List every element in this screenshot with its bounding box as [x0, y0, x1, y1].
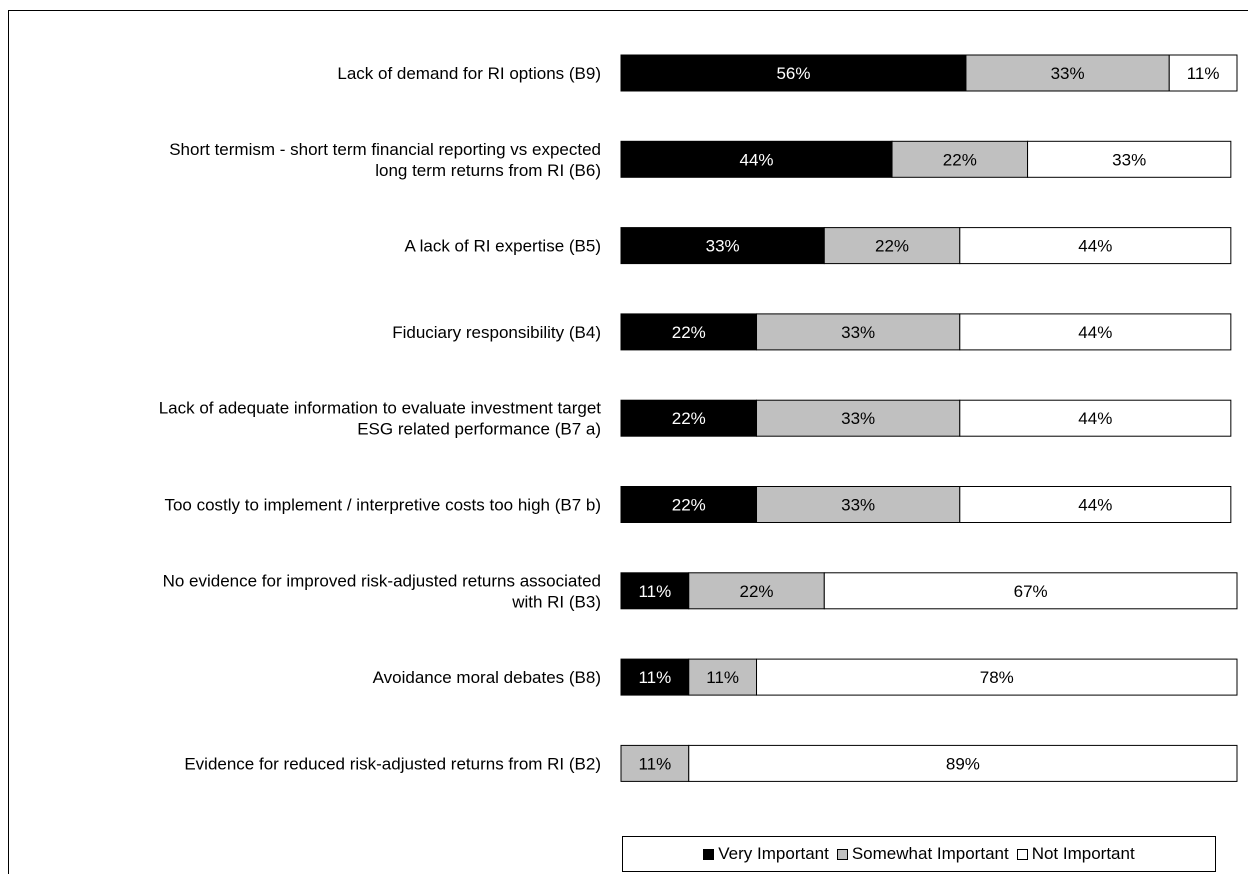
category-label: Fiduciary responsibility (B4) — [392, 323, 601, 342]
data-label-very-important: 11% — [638, 668, 671, 687]
bar-segment-not-important — [959, 486, 1232, 523]
data-label-very-important: 22% — [672, 496, 706, 515]
legend-swatch-not-important — [1016, 848, 1028, 860]
legend-item-somewhat-important: Somewhat Important — [836, 844, 1009, 864]
data-label-somewhat-important: 22% — [740, 582, 774, 601]
data-label-somewhat-important: 33% — [841, 323, 875, 342]
data-label-very-important: 11% — [638, 582, 671, 601]
bar-segment-somewhat-important — [688, 658, 758, 696]
data-label-somewhat-important: 11% — [706, 668, 739, 687]
data-label-very-important: 44% — [740, 150, 774, 169]
legend-swatch-very-important — [703, 848, 715, 860]
bar-segment-not-important — [1027, 140, 1232, 178]
bar-segment-not-important — [823, 572, 1238, 610]
data-label-not-important: 89% — [946, 754, 980, 773]
bar-segment-somewhat-important — [965, 54, 1170, 92]
bar-segment-somewhat-important — [823, 227, 961, 265]
bar-segment-not-important — [959, 399, 1232, 437]
category-label: Short termism - short term financial rep… — [169, 140, 601, 180]
data-label-very-important: 22% — [672, 409, 706, 428]
bar-segment-not-important — [1168, 54, 1238, 92]
bar-segment-not-important — [688, 744, 1238, 782]
category-label: No evidence for improved risk-adjusted r… — [163, 571, 601, 611]
bar-segment-very-important — [620, 227, 825, 265]
legend-item-very-important: Very Important — [703, 844, 829, 864]
data-label-not-important: 33% — [1112, 150, 1146, 169]
category-label: Too costly to implement / interpretive c… — [164, 496, 601, 515]
data-label-very-important: 33% — [706, 237, 740, 256]
bar-segment-somewhat-important — [756, 399, 961, 437]
category-label: A lack of RI expertise (B5) — [404, 237, 601, 256]
data-label-very-important: 22% — [672, 323, 706, 342]
bar-segment-not-important — [756, 658, 1238, 696]
data-label-very-important: 56% — [776, 64, 810, 83]
category-label: Avoidance moral debates (B8) — [373, 668, 601, 687]
bar-segment-somewhat-important — [756, 486, 961, 523]
bar-segment-very-important — [620, 658, 690, 696]
bar-segment-very-important — [620, 486, 758, 523]
data-label-somewhat-important: 11% — [638, 754, 671, 773]
data-label-not-important: 44% — [1078, 496, 1112, 515]
data-label-somewhat-important: 33% — [841, 496, 875, 515]
bar-segment-very-important — [620, 54, 967, 92]
legend-label-very-important: Very Important — [718, 844, 829, 863]
legend-swatch-somewhat-important — [836, 848, 848, 860]
chart-frame — [8, 10, 1248, 874]
bar-segment-somewhat-important — [688, 572, 825, 610]
data-label-not-important: 44% — [1078, 323, 1112, 342]
data-label-somewhat-important: 33% — [1051, 64, 1085, 83]
bar-segment-not-important — [959, 313, 1232, 351]
bar-segment-very-important — [620, 140, 893, 178]
bar-segment-not-important — [959, 227, 1232, 265]
data-label-not-important: 11% — [1187, 64, 1220, 83]
legend-label-somewhat-important: Somewhat Important — [851, 844, 1009, 863]
bar-segment-somewhat-important — [620, 744, 690, 782]
data-label-somewhat-important: 33% — [841, 409, 875, 428]
legend: Very Important Somewhat Important Not Im… — [622, 836, 1216, 872]
data-label-somewhat-important: 22% — [943, 150, 977, 169]
data-label-not-important: 78% — [980, 668, 1014, 687]
data-label-not-important: 67% — [1014, 582, 1048, 601]
data-label-not-important: 44% — [1078, 237, 1112, 256]
legend-item-not-important: Not Important — [1016, 844, 1135, 864]
data-label-not-important: 44% — [1078, 409, 1112, 428]
data-label-somewhat-important: 22% — [875, 237, 909, 256]
bar-segment-very-important — [620, 313, 758, 351]
bar-segment-very-important — [620, 572, 690, 610]
category-label: Lack of adequate information to evaluate… — [159, 399, 602, 439]
legend-label-not-important: Not Important — [1031, 844, 1135, 863]
category-label: Evidence for reduced risk-adjusted retur… — [184, 754, 601, 773]
category-label: Lack of demand for RI options (B9) — [337, 64, 601, 83]
